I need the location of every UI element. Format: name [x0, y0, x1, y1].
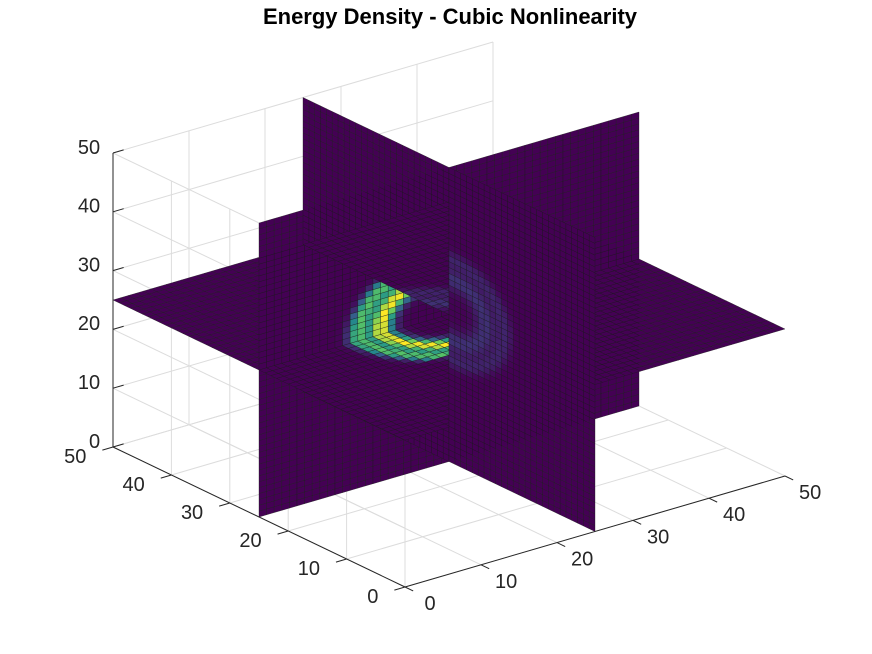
- chart-title: Energy Density - Cubic Nonlinearity: [263, 4, 638, 29]
- slice-planes: [112, 97, 786, 532]
